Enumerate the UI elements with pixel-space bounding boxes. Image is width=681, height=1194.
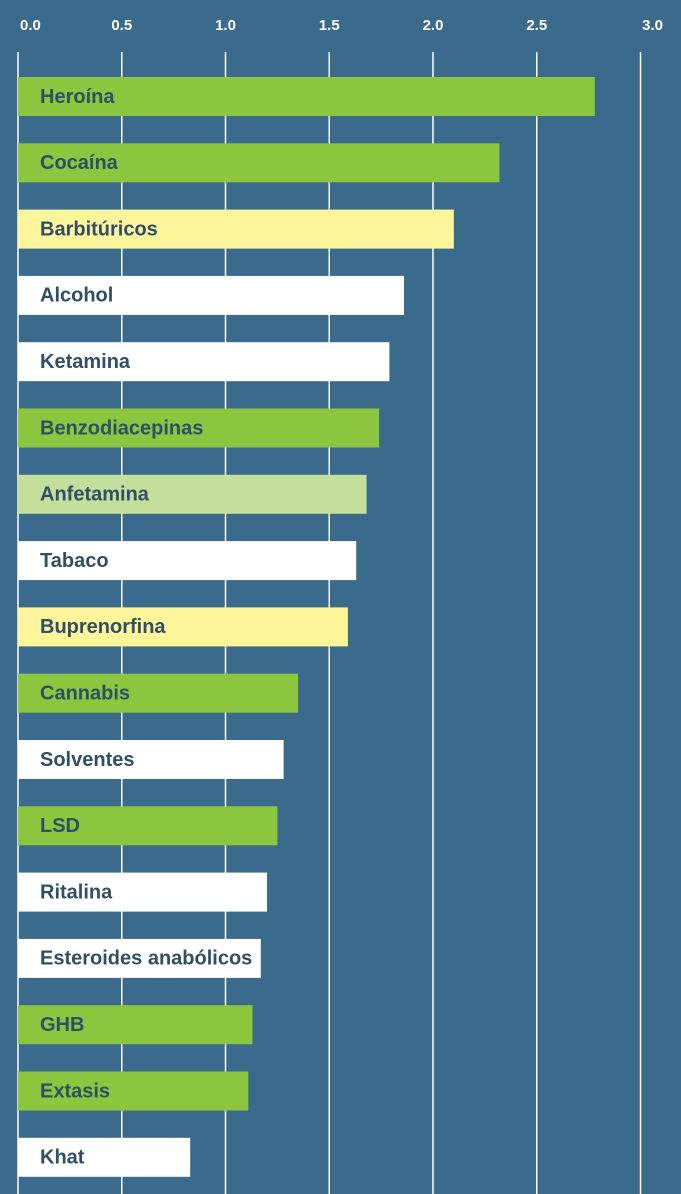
bar-label: Cannabis bbox=[40, 682, 130, 704]
x-tick-label: 2.5 bbox=[526, 17, 547, 34]
bar-label: Tabaco bbox=[40, 550, 109, 572]
bar-label: LSD bbox=[40, 815, 80, 837]
bar-label: Ketamina bbox=[40, 351, 131, 373]
bar bbox=[18, 342, 390, 382]
bar bbox=[18, 673, 299, 713]
bar-label: GHB bbox=[40, 1014, 84, 1036]
bar bbox=[18, 938, 261, 978]
bar bbox=[18, 1005, 253, 1045]
x-tick-label: 0.5 bbox=[111, 17, 132, 34]
bar bbox=[18, 806, 278, 846]
bar-label: Cocaína bbox=[40, 152, 119, 174]
x-tick-label: 1.5 bbox=[319, 17, 340, 34]
bar bbox=[18, 872, 267, 912]
bar bbox=[18, 77, 595, 116]
bar bbox=[18, 275, 404, 315]
bar bbox=[18, 1137, 191, 1177]
bar bbox=[18, 474, 367, 514]
bar-label: Esteroides anabólicos bbox=[40, 948, 252, 970]
x-tick-label: 2.0 bbox=[423, 17, 444, 34]
x-axis-ticks: 0.0 0.5 1.0 1.5 2.0 2.5 3.0 bbox=[20, 17, 663, 34]
bar-label: Buprenorfina bbox=[40, 616, 166, 638]
bar-label: Solventes bbox=[40, 749, 134, 771]
bar bbox=[18, 408, 380, 448]
bar bbox=[18, 607, 348, 647]
bar bbox=[18, 143, 500, 183]
bar-label: Benzodiacepinas bbox=[40, 417, 203, 439]
bar-label: Extasis bbox=[40, 1080, 110, 1102]
bar-label: Khat bbox=[40, 1147, 85, 1169]
bar-label: Barbitúricos bbox=[40, 218, 158, 240]
bar bbox=[18, 740, 284, 779]
x-tick-label: 0.0 bbox=[20, 17, 41, 34]
bar-label: Anfetamina bbox=[40, 484, 150, 506]
bar bbox=[18, 541, 357, 581]
bars: Heroína Cocaína Barbitúricos Alcohol Ketamin… bbox=[18, 77, 595, 1177]
x-tick-label: 1.0 bbox=[215, 17, 236, 34]
bar bbox=[18, 1071, 249, 1111]
bar-label: Heroína bbox=[40, 86, 115, 108]
bar-label: Ritalina bbox=[40, 881, 113, 903]
bar bbox=[18, 209, 454, 249]
x-tick-label: 3.0 bbox=[642, 17, 663, 34]
bar-label: Alcohol bbox=[40, 285, 113, 307]
